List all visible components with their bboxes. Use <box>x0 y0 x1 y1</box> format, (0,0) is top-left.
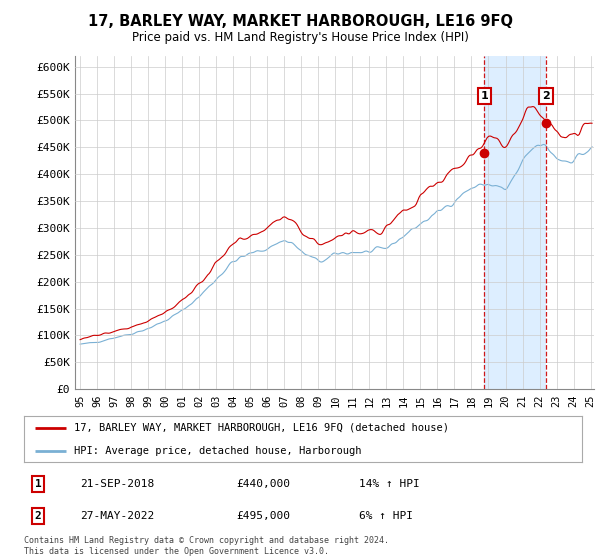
Text: 1: 1 <box>35 479 41 489</box>
Text: Contains HM Land Registry data © Crown copyright and database right 2024.
This d: Contains HM Land Registry data © Crown c… <box>24 536 389 556</box>
Text: 27-MAY-2022: 27-MAY-2022 <box>80 511 154 521</box>
Text: 21-SEP-2018: 21-SEP-2018 <box>80 479 154 489</box>
Text: 6% ↑ HPI: 6% ↑ HPI <box>359 511 413 521</box>
Text: £495,000: £495,000 <box>236 511 290 521</box>
Text: 17, BARLEY WAY, MARKET HARBOROUGH, LE16 9FQ: 17, BARLEY WAY, MARKET HARBOROUGH, LE16 … <box>88 14 512 29</box>
Text: 2: 2 <box>542 91 550 101</box>
Text: 17, BARLEY WAY, MARKET HARBOROUGH, LE16 9FQ (detached house): 17, BARLEY WAY, MARKET HARBOROUGH, LE16 … <box>74 423 449 432</box>
Text: 1: 1 <box>481 91 488 101</box>
Text: HPI: Average price, detached house, Harborough: HPI: Average price, detached house, Harb… <box>74 446 362 455</box>
Text: £440,000: £440,000 <box>236 479 290 489</box>
Text: 14% ↑ HPI: 14% ↑ HPI <box>359 479 419 489</box>
Text: Price paid vs. HM Land Registry's House Price Index (HPI): Price paid vs. HM Land Registry's House … <box>131 31 469 44</box>
Bar <box>484 56 546 389</box>
Text: 2: 2 <box>35 511 41 521</box>
